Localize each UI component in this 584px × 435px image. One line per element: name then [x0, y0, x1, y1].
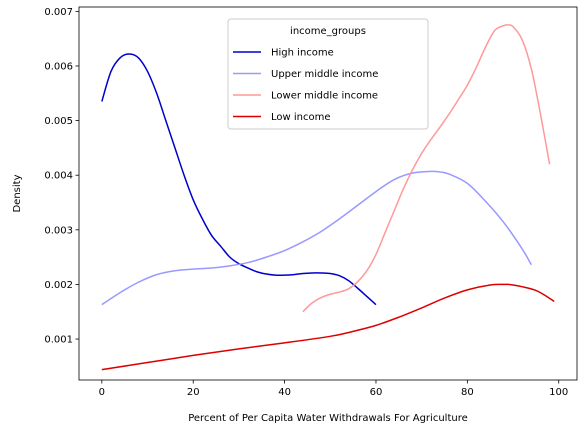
series-line-3: [101, 283, 555, 371]
legend-label-0: High income: [271, 48, 334, 59]
y-tick-label-6: 0.007: [44, 7, 73, 18]
y-tick-label-4: 0.005: [44, 116, 73, 127]
x-tick-label-0: 0: [99, 387, 105, 398]
legend-label-2: Lower middle income: [271, 91, 378, 102]
y-tick-label-3: 0.004: [44, 171, 73, 182]
legend-title: income_groups: [290, 26, 366, 37]
legend: income_groups High income Upper middle inc…: [227, 18, 429, 130]
x-tick-label-4: 80: [461, 387, 474, 398]
y-tick-label-0: 0.001: [44, 335, 73, 346]
x-tick-label-3: 60: [370, 387, 383, 398]
legend-label-3: Low income: [271, 112, 331, 123]
plot-frame: [78, 6, 578, 381]
x-tick-label-1: 20: [187, 387, 200, 398]
series-line-1: [101, 170, 532, 306]
x-tick-label-2: 40: [278, 387, 291, 398]
x-tick-label-5: 100: [549, 387, 568, 398]
x-axis-label: Percent of Per Capita Water Withdrawals …: [188, 413, 468, 424]
series-lines: [101, 24, 555, 371]
legend-label-1: Upper middle income: [271, 69, 378, 80]
y-tick-label-2: 0.003: [44, 225, 73, 236]
axes: 0 20 40 60 80 100 0.001 0.002 0.003 0.004 0.005 0.0…: [44, 6, 578, 398]
y-axis-label: Density: [12, 174, 23, 212]
y-tick-label-5: 0.006: [44, 61, 73, 72]
series-line-2: [302, 24, 551, 313]
legend-box: [227, 18, 429, 130]
y-tick-label-1: 0.002: [44, 280, 73, 291]
